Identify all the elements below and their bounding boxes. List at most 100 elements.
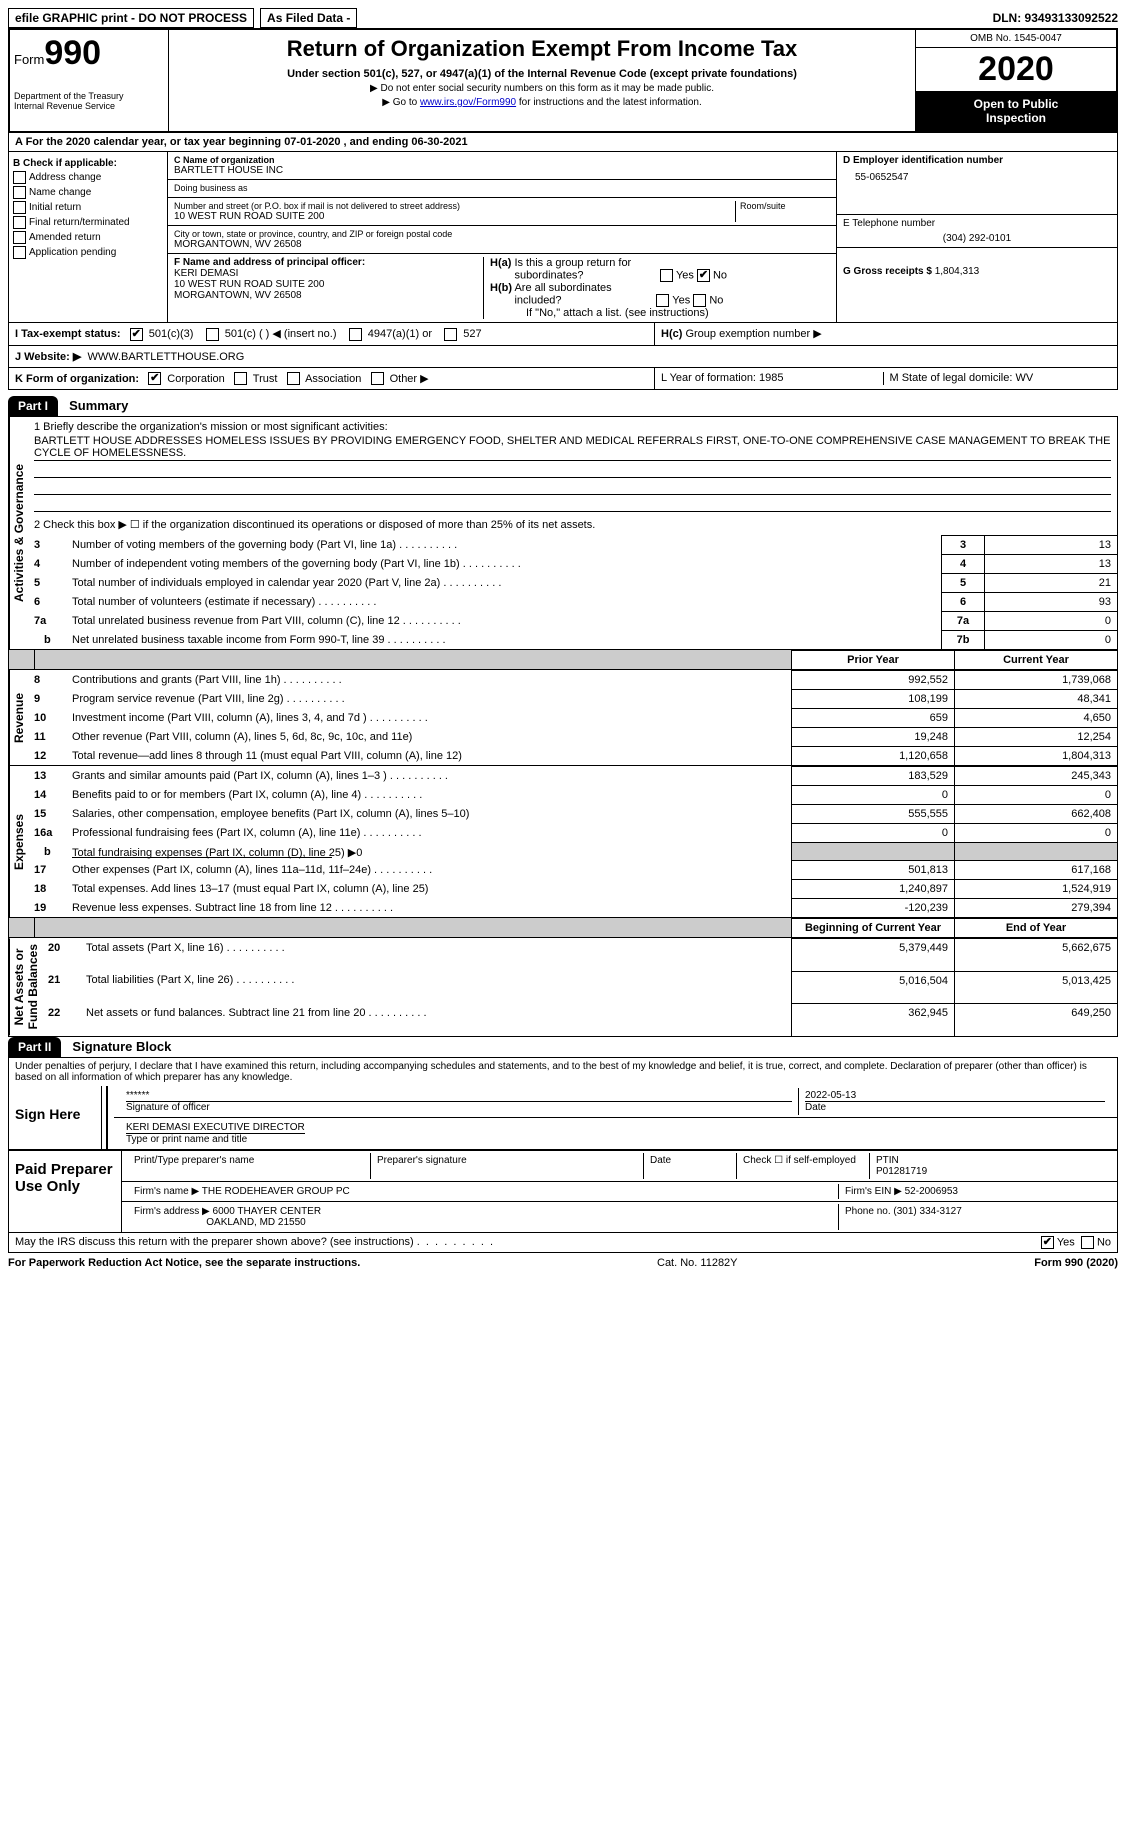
hc-row: H(c) Group exemption number ▶: [655, 323, 1117, 345]
mission-blank3: [34, 497, 1111, 512]
entity-grid: B Check if applicable: Address change Na…: [8, 152, 1118, 323]
footer-left: For Paperwork Reduction Act Notice, see …: [8, 1257, 360, 1269]
cb-address[interactable]: Address change: [13, 171, 163, 184]
side-gov: Activities & Governance: [9, 417, 28, 649]
cb-4947[interactable]: [349, 328, 362, 341]
cb-name[interactable]: Name change: [13, 186, 163, 199]
ein-value: 55-0652547: [843, 166, 1111, 183]
sig-officer-label: Signature of officer: [126, 1101, 792, 1113]
expenses-table: 13Grants and similar amounts paid (Part …: [28, 766, 1117, 917]
discuss-no[interactable]: No: [1081, 1236, 1111, 1249]
website-value: WWW.BARTLETTHOUSE.ORG: [87, 351, 244, 363]
hb-note: If "No," attach a list. (see instruction…: [490, 307, 830, 319]
line2-text: 2 Check this box ▶ ☐ if the organization…: [34, 518, 1111, 531]
mission-blank2: [34, 480, 1111, 495]
firm-label: Firm's name ▶: [134, 1186, 199, 1197]
part1-header-row: Part I Summary: [8, 396, 1118, 416]
part2-tag: Part II: [8, 1037, 61, 1057]
form-word: Form: [14, 52, 44, 67]
officer-addr2: MORGANTOWN, WV 26508: [174, 290, 483, 301]
sig-stars: ******: [126, 1090, 792, 1101]
ha-row: H(a) Is this a group return for subordin…: [490, 257, 830, 282]
cb-final[interactable]: Final return/terminated: [13, 216, 163, 229]
ptin-label: PTIN: [876, 1155, 899, 1166]
cb-501c3[interactable]: ✔: [130, 328, 143, 341]
part1-tag: Part I: [8, 396, 58, 416]
discuss-yes[interactable]: ✔Yes: [1041, 1236, 1075, 1249]
mission-text: BARTLETT HOUSE ADDRESSES HOMELESS ISSUES…: [34, 435, 1111, 461]
mission-blank1: [34, 463, 1111, 478]
perjury-text: Under penalties of perjury, I declare th…: [8, 1057, 1118, 1086]
form-header-box: Form990 Department of the Treasury Inter…: [8, 28, 1118, 133]
side-expenses: Expenses: [9, 766, 28, 917]
dept-label: Department of the Treasury Internal Reve…: [14, 91, 164, 111]
cb-initial[interactable]: Initial return: [13, 201, 163, 214]
prep-check: Check ☐ if self-employed: [736, 1153, 869, 1179]
room-label: Room/suite: [740, 201, 786, 211]
form-title: Return of Organization Exempt From Incom…: [173, 36, 911, 62]
preparer-box: Paid Preparer Use Only Print/Type prepar…: [8, 1150, 1118, 1233]
sign-here-label: Sign Here: [9, 1086, 102, 1149]
form-title-cell: Return of Organization Exempt From Incom…: [169, 30, 915, 131]
prep-date-hdr: Date: [643, 1153, 736, 1179]
cb-amended[interactable]: Amended return: [13, 231, 163, 244]
paid-preparer-label: Paid Preparer Use Only: [9, 1151, 121, 1232]
irs-link[interactable]: www.irs.gov/Form990: [420, 97, 516, 108]
discuss-text: May the IRS discuss this return with the…: [15, 1236, 414, 1249]
ptin-value: P01281719: [876, 1166, 927, 1177]
cb-pending[interactable]: Application pending: [13, 246, 163, 259]
form-note-1: ▶ Do not enter social security numbers o…: [173, 83, 911, 94]
firm-phone-label: Phone no.: [845, 1206, 891, 1217]
signature-box: Sign Here ****** Signature of officer 20…: [8, 1086, 1118, 1150]
gross-label: G Gross receipts $: [843, 266, 932, 277]
col-b-header: B Check if applicable:: [13, 158, 163, 169]
col-d-meta: D Employer identification number 55-0652…: [836, 152, 1117, 322]
org-name: BARTLETT HOUSE INC: [174, 165, 830, 176]
sig-date: 2022-05-13: [805, 1090, 1105, 1101]
tax-status-label: I Tax-exempt status:: [15, 328, 121, 340]
part2-header-row: Part II Signature Block: [8, 1037, 1118, 1057]
header-strip: efile GRAPHIC print - DO NOT PROCESS As …: [8, 8, 1118, 28]
row-j: J Website: ▶ WWW.BARTLETTHOUSE.ORG: [8, 346, 1118, 368]
row-a-period: A For the 2020 calendar year, or tax yea…: [8, 133, 1118, 152]
cb-assoc[interactable]: [287, 372, 300, 385]
form-meta-cell: OMB No. 1545-0047 2020 Open to Public In…: [915, 30, 1116, 131]
addr-label: Number and street (or P.O. box if mail i…: [174, 201, 735, 211]
form-id-cell: Form990 Department of the Treasury Inter…: [10, 30, 169, 131]
prior-year-hdr: Prior Year: [792, 651, 955, 670]
revenue-table: 8Contributions and grants (Part VIII, li…: [28, 670, 1117, 765]
net-table: 20Total assets (Part X, line 16)5,379,44…: [42, 938, 1117, 1035]
officer-name-title: KERI DEMASI EXECUTIVE DIRECTOR: [126, 1122, 305, 1133]
cb-corp[interactable]: ✔: [148, 372, 161, 385]
website-label: J Website: ▶: [15, 351, 81, 363]
page-footer: For Paperwork Reduction Act Notice, see …: [8, 1253, 1118, 1269]
discuss-row: May the IRS discuss this return with the…: [8, 1233, 1118, 1253]
footer-right: Form 990 (2020): [1034, 1257, 1118, 1269]
cb-other[interactable]: [371, 372, 384, 385]
firm-addr-label: Firm's address ▶: [134, 1206, 210, 1217]
col-b-checkboxes: B Check if applicable: Address change Na…: [9, 152, 168, 322]
line1-label: 1 Briefly describe the organization's mi…: [34, 421, 1111, 433]
end-year-hdr: End of Year: [955, 919, 1118, 938]
cb-trust[interactable]: [234, 372, 247, 385]
type-name-label: Type or print name and title: [126, 1133, 305, 1145]
state-domicile: M State of legal domicile: WV: [884, 372, 1112, 386]
org-form-label: K Form of organization:: [15, 373, 139, 385]
side-net: Net Assets or Fund Balances: [9, 938, 42, 1035]
ein-label: D Employer identification number: [843, 155, 1111, 166]
col-c-org: C Name of organization BARTLETT HOUSE IN…: [168, 152, 836, 322]
firm-ein: 52-2006953: [905, 1186, 958, 1197]
asfiled-label: As Filed Data -: [260, 8, 357, 28]
org-name-label: C Name of organization: [174, 155, 830, 165]
curr-year-hdr: Current Year: [955, 651, 1118, 670]
phone-label: E Telephone number: [843, 218, 1111, 229]
form-subtitle: Under section 501(c), 527, or 4947(a)(1)…: [173, 68, 911, 80]
footer-mid: Cat. No. 11282Y: [657, 1257, 738, 1269]
cb-501c[interactable]: [206, 328, 219, 341]
efile-label: efile GRAPHIC print - DO NOT PROCESS: [8, 8, 254, 28]
sig-date-label: Date: [805, 1101, 1105, 1113]
firm-phone: (301) 334-3127: [893, 1206, 961, 1217]
cb-527[interactable]: [444, 328, 457, 341]
open-inspection: Open to Public Inspection: [916, 91, 1116, 131]
prep-sig-hdr: Preparer's signature: [370, 1153, 643, 1179]
